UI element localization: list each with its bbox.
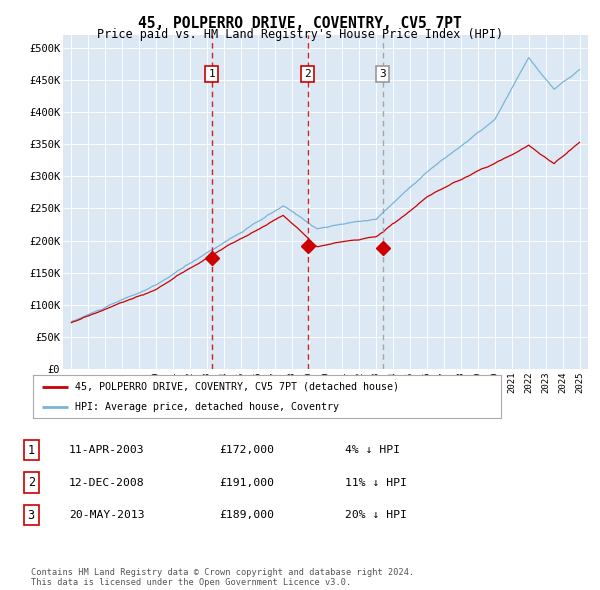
Text: £189,000: £189,000 (219, 510, 274, 520)
Text: £191,000: £191,000 (219, 478, 274, 487)
Text: HPI: Average price, detached house, Coventry: HPI: Average price, detached house, Cove… (75, 402, 339, 412)
Text: 45, POLPERRO DRIVE, COVENTRY, CV5 7PT (detached house): 45, POLPERRO DRIVE, COVENTRY, CV5 7PT (d… (75, 382, 399, 392)
Text: 20-MAY-2013: 20-MAY-2013 (69, 510, 145, 520)
Text: 1: 1 (28, 444, 35, 457)
Text: 11-APR-2003: 11-APR-2003 (69, 445, 145, 455)
Text: 2: 2 (304, 69, 311, 79)
Text: 2: 2 (28, 476, 35, 489)
Text: 1: 1 (208, 69, 215, 79)
Text: £172,000: £172,000 (219, 445, 274, 455)
Text: Price paid vs. HM Land Registry's House Price Index (HPI): Price paid vs. HM Land Registry's House … (97, 28, 503, 41)
Text: 3: 3 (28, 509, 35, 522)
Text: 4% ↓ HPI: 4% ↓ HPI (345, 445, 400, 455)
Text: Contains HM Land Registry data © Crown copyright and database right 2024.
This d: Contains HM Land Registry data © Crown c… (31, 568, 415, 587)
Text: 45, POLPERRO DRIVE, COVENTRY, CV5 7PT: 45, POLPERRO DRIVE, COVENTRY, CV5 7PT (138, 16, 462, 31)
Text: 11% ↓ HPI: 11% ↓ HPI (345, 478, 407, 487)
Text: 12-DEC-2008: 12-DEC-2008 (69, 478, 145, 487)
Text: 3: 3 (379, 69, 386, 79)
Text: 20% ↓ HPI: 20% ↓ HPI (345, 510, 407, 520)
